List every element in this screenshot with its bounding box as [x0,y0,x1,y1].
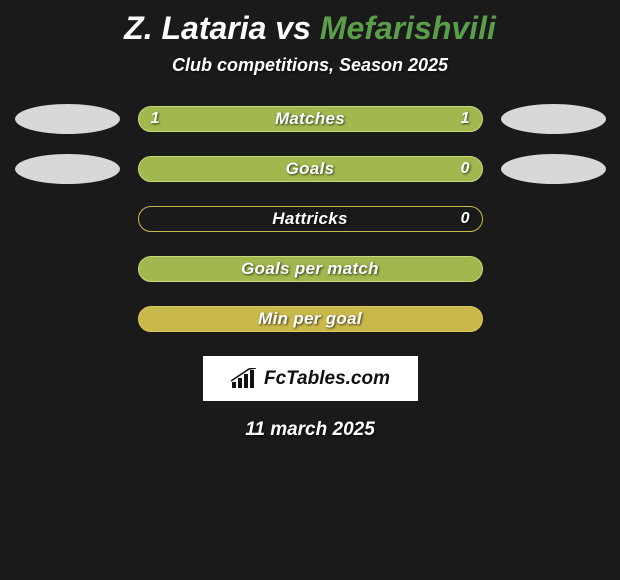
stat-right-value: 1 [461,110,470,128]
stat-label: Goals [286,159,335,179]
stat-bar-gpm: Goals per match [138,256,483,282]
stat-right-value: 0 [461,160,470,178]
stat-label: Min per goal [258,309,362,329]
stat-bar-hattricks: Hattricks 0 [138,206,483,232]
stat-row: Min per goal [0,304,620,334]
player2-name: Mefarishvili [320,10,496,46]
stat-rows: 1 Matches 1 Goals 0 Hattricks 0 [0,104,620,334]
stat-row: Goals 0 [0,154,620,184]
subtitle: Club competitions, Season 2025 [0,55,620,76]
stat-left-value: 1 [151,110,160,128]
date-text: 11 march 2025 [0,419,620,441]
page-title: Z. Lataria vs Mefarishvili [0,0,620,55]
comparison-card: Z. Lataria vs Mefarishvili Club competit… [0,0,620,441]
stat-row: Goals per match [0,254,620,284]
player1-badge [15,104,120,134]
chart-icon [230,368,258,390]
stat-label: Matches [275,109,345,129]
logo-box: FcTables.com [203,356,418,401]
stat-bar-mpg: Min per goal [138,306,483,332]
stat-row: Hattricks 0 [0,204,620,234]
player2-badge [501,154,606,184]
vs-text: vs [275,10,311,46]
stat-bar-goals: Goals 0 [138,156,483,182]
player1-name: Z. Lataria [124,10,266,46]
stat-row: 1 Matches 1 [0,104,620,134]
stat-right-value: 0 [461,210,470,228]
stat-label: Goals per match [241,259,379,279]
player1-badge [15,154,120,184]
logo-text: FcTables.com [264,368,390,390]
player2-badge [501,104,606,134]
stat-bar-matches: 1 Matches 1 [138,106,483,132]
stat-label: Hattricks [272,209,347,229]
